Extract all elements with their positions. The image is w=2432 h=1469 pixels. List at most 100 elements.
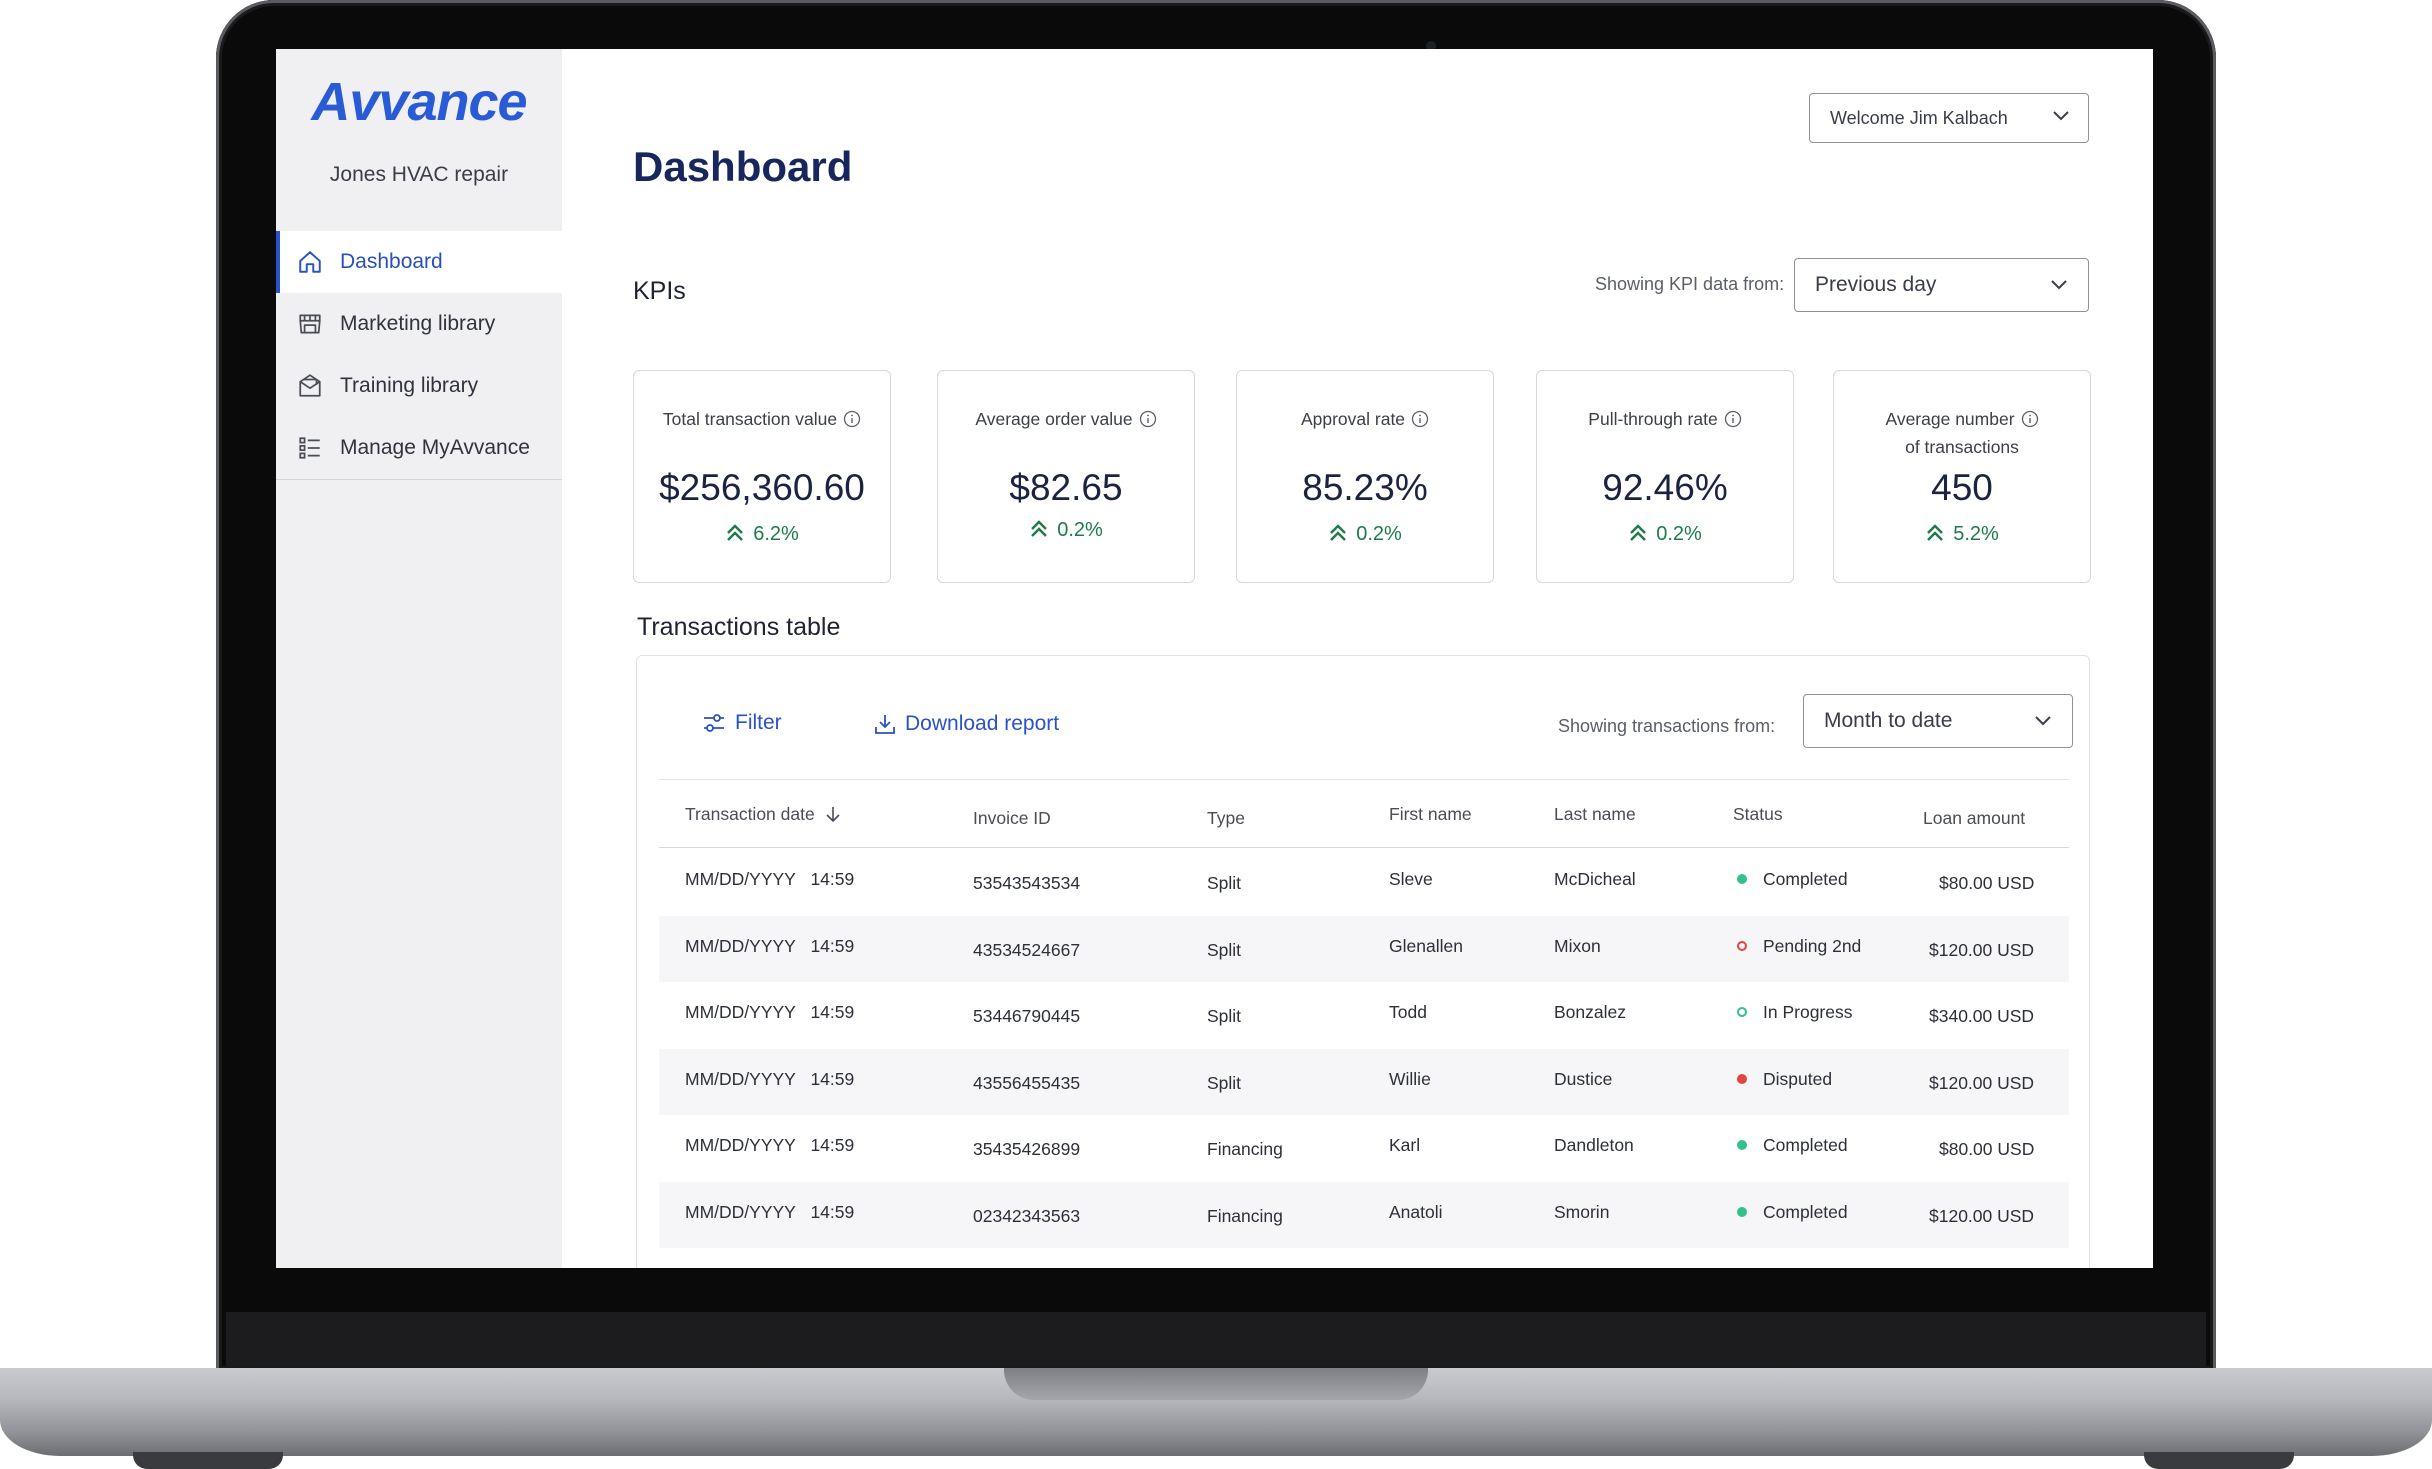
column-header-label: Transaction date [685,804,815,824]
last-name: Bonzalez [1554,1002,1626,1022]
sidebar-item-label: Marketing library [340,312,496,335]
transaction-date: MM/DD/YYYY 14:59 [685,1202,854,1223]
transactions-card: Filter Download report Showing transacti… [636,655,2090,1268]
kpi-heading: KPIs [633,277,686,305]
date-text: MM/DD/YYYY [685,935,796,956]
column-header-first-name[interactable]: First name [1389,804,1472,824]
sidebar-item-marketing-library[interactable]: Marketing library [276,293,562,355]
first-name: Karl [1389,1135,1421,1155]
invoice-id: 53543543534 [973,873,1081,893]
double-chevron-up-icon [1330,524,1347,541]
status-dot-icon [1737,1140,1747,1150]
time-text: 14:59 [810,869,855,889]
sidebar: Avvance Jones HVAC repair Dashboard Mark… [276,49,562,1268]
double-chevron-up-icon [1031,520,1048,537]
table-header: Transaction date Invoice ID Type First n… [659,780,2069,848]
sidebar-item-training-library[interactable]: Training library [276,355,562,417]
column-header-last-name[interactable]: Last name [1554,804,1636,824]
list-icon [296,434,324,462]
storefront-icon [296,310,324,338]
sidebar-item-manage-myavvance[interactable]: Manage MyAvvance [276,417,562,479]
status-dot-icon [1737,874,1747,884]
info-icon[interactable] [843,410,861,428]
table-row[interactable]: MM/DD/YYYY 14:59 53446790445 Split Todd … [659,982,2069,1049]
kpi-label-text: Pull-through rate [1588,409,1718,429]
laptop-foot [133,1452,283,1469]
status-dot-icon [1737,1206,1747,1217]
download-report-button[interactable]: Download report [873,712,1059,736]
laptop-foot [2144,1452,2294,1469]
time-text: 14:59 [810,1002,855,1022]
kpi-change: 5.2% [1834,523,2090,546]
filter-button[interactable]: Filter [701,710,782,736]
transactions-period-select[interactable]: Month to date [1803,694,2073,748]
column-header-loan-amount[interactable]: Loan amount [1923,808,2026,828]
transaction-type: Split [1207,939,1242,960]
kpi-period-select[interactable]: Previous day [1794,258,2089,312]
status-badge: Completed [1737,1202,1848,1223]
info-icon[interactable] [1724,410,1742,428]
table-row[interactable]: MM/DD/YYYY 14:59 43534524667 Split Glena… [659,915,2069,982]
transaction-type: Split [1207,873,1242,893]
kpi-label-text: of transactions [1905,437,2019,457]
table-row[interactable]: MM/DD/YYYY 14:59 53543543534 Split Sleve… [659,849,2069,916]
column-header-type[interactable]: Type [1207,808,1245,828]
brand-logo[interactable]: Avvance [311,72,527,132]
column-header-invoice-id[interactable]: Invoice ID [973,808,1051,828]
kpi-change: 6.2% [634,523,890,546]
last-name: Dustice [1554,1068,1613,1089]
transaction-date: MM/DD/YYYY 14:59 [685,1002,854,1023]
kpi-change-value: 0.2% [1656,523,1702,545]
first-name: Glenallen [1389,935,1463,956]
kpi-change: 0.2% [1537,523,1793,546]
table-row[interactable]: MM/DD/YYYY 14:59 35435426899 Financing K… [659,1115,2069,1182]
kpi-label: Total transaction value [634,405,890,433]
sliders-icon [704,714,724,732]
info-icon[interactable] [1411,410,1429,428]
kpi-label: Average order value [938,405,1194,433]
kpi-change: 0.2% [938,519,1194,542]
transaction-type: Financing [1207,1139,1283,1159]
sidebar-item-label: Training library [340,374,479,397]
table-row[interactable]: MM/DD/YYYY 14:59 02342343563 Financing A… [659,1181,2069,1248]
info-icon[interactable] [2021,410,2039,428]
sidebar-item-label: Dashboard [340,250,443,273]
laptop-notch [1004,1368,1428,1400]
kpi-change-value: 6.2% [753,523,799,545]
status-badge: Completed [1737,869,1848,890]
loan-amount: $120.00 USD [1929,939,2035,960]
time-text: 14:59 [810,1135,855,1155]
status-badge: Disputed [1737,1069,1832,1090]
last-name: Mixon [1554,935,1601,956]
table-row[interactable]: MM/DD/YYYY 14:59 43556455435 Split Willi… [659,1048,2069,1115]
loan-amount: $340.00 USD [1929,1006,2035,1026]
first-name: Anatoli [1389,1201,1443,1222]
kpi-card-average-number-of-transactions: Average number of transactions 450 5.2% [1833,370,2091,583]
loan-amount: $80.00 USD [1939,1139,2035,1159]
invoice-id: 43556455435 [973,1072,1081,1093]
chevron-down-icon [2035,716,2051,726]
status-text: Completed [1763,1201,1848,1222]
kpi-filter-label: Showing KPI data from: [1595,274,1785,294]
info-icon[interactable] [1139,410,1157,428]
status-badge: Completed [1737,1135,1848,1156]
transactions-period-value: Month to date [1824,709,1953,732]
camera-dot [1426,41,1436,51]
sidebar-item-dashboard[interactable]: Dashboard [276,231,562,293]
transaction-type: Split [1207,1072,1242,1093]
column-header-transaction-date[interactable]: Transaction date [685,804,841,825]
first-name: Sleve [1389,869,1433,889]
kpi-card-approval-rate: Approval rate 85.23% 0.2% [1236,370,1494,583]
first-name: Willie [1389,1068,1431,1089]
date-text: MM/DD/YYYY [685,1201,796,1222]
kpi-value: 450 [1931,467,1993,508]
user-menu-dropdown[interactable]: Welcome Jim Kalbach [1809,93,2089,143]
kpi-change-value: 5.2% [1953,523,1999,545]
download-icon [875,715,895,734]
sidebar-item-label: Manage MyAvvance [340,436,530,459]
column-header-status[interactable]: Status [1733,804,1783,824]
invoice-id: 43534524667 [973,939,1081,960]
first-name: Todd [1389,1002,1427,1022]
kpi-label-text: Average order value [975,409,1133,429]
kpi-value: $256,360.60 [659,467,865,508]
